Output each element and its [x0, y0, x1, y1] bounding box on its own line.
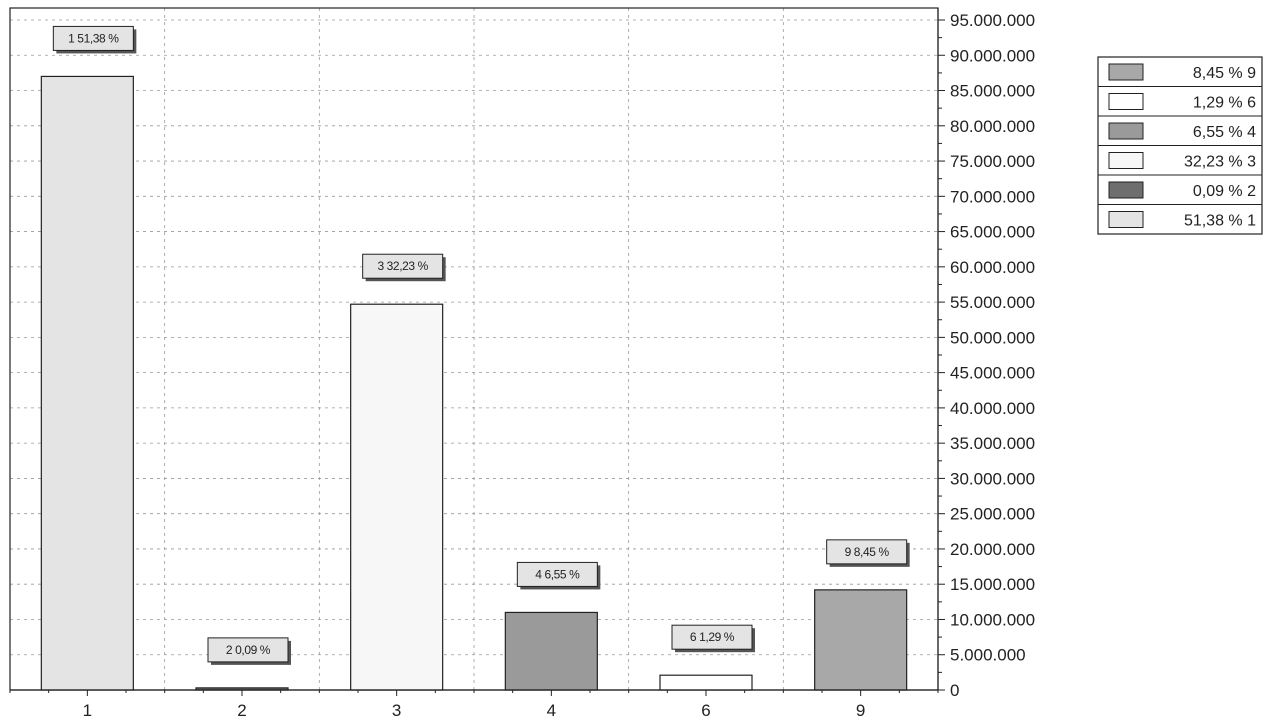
y-tick-label: 20.000.000 — [950, 540, 1035, 559]
data-label-text: 9 8,45 % — [845, 545, 890, 559]
data-label-4: 4 6,55 % — [516, 561, 601, 590]
legend-item: 8,45 % 9 — [1108, 63, 1256, 82]
y-tick-label: 25.000.000 — [950, 505, 1035, 524]
bar-1 — [40, 75, 134, 691]
y-tick-label: 95.000.000 — [950, 11, 1035, 30]
legend-swatch — [1108, 152, 1144, 169]
legend-swatch — [1108, 211, 1144, 228]
y-tick-label: 80.000.000 — [950, 117, 1035, 136]
legend-item: 32,23 % 3 — [1098, 145, 1262, 171]
y-tick-label: 50.000.000 — [950, 328, 1035, 347]
x-tick-label: 4 — [547, 701, 556, 720]
bar-9 — [814, 589, 908, 691]
y-tick-label: 45.000.000 — [950, 364, 1035, 383]
data-label-box — [362, 253, 444, 279]
y-tick-label: 70.000.000 — [950, 187, 1035, 206]
data-label-text: 3 32,23 % — [377, 259, 428, 273]
legend-item: 6,55 % 4 — [1098, 115, 1262, 141]
legend-label: 1,29 % 6 — [1193, 95, 1256, 112]
x-tick-label: 9 — [856, 701, 865, 720]
x-axis: 1 2 3 4 6 9 — [9, 689, 939, 720]
data-label-3: 3 32,23 % — [362, 253, 446, 282]
y-tick-label: 65.000.000 — [950, 223, 1035, 242]
y-tick-label: 40.000.000 — [950, 399, 1035, 418]
legend-swatch — [1108, 63, 1144, 81]
legend-label: 6,55 % 4 — [1193, 124, 1256, 141]
data-label-box — [826, 539, 908, 565]
y-tick-label: 90.000.000 — [950, 46, 1035, 65]
legend-swatch — [1108, 181, 1144, 199]
y-tick-label: 15.000.000 — [950, 575, 1035, 594]
x-tick-label: 2 — [237, 701, 246, 720]
x-tick-label: 6 — [701, 701, 710, 720]
y-tick-label: 55.000.000 — [950, 293, 1035, 312]
legend-label: 8,45 % 9 — [1193, 65, 1256, 82]
y-tick-label: 10.000.000 — [950, 610, 1035, 629]
bar-3 — [350, 303, 444, 691]
legend-item: 0,09 % 2 — [1098, 174, 1262, 200]
data-label-text: 2 0,09 % — [226, 643, 271, 657]
y-tick-label: 0 — [950, 681, 959, 700]
data-label-box — [671, 624, 753, 650]
legend-swatch — [1108, 93, 1144, 110]
data-labels: 1 51,38 % 2 0,09 % 3 32,23 % 4 6,55 % 6 1,29… — [52, 25, 910, 665]
y-tick-label: 5.000.000 — [950, 646, 1026, 665]
data-label-box — [52, 25, 134, 51]
gridlines — [10, 8, 938, 690]
legend: 8,45 % 9 1,29 % 6 6,55 % 4 32,23 % 3 0,09 % … — [1097, 56, 1263, 235]
data-label-1: 1 51,38 % — [52, 25, 137, 54]
y-axis: 0 5.000.000 10.000.000 15.000.000 20.000.000… — [937, 8, 1035, 700]
data-label-text: 1 51,38 % — [68, 31, 119, 45]
data-label-box — [207, 637, 289, 663]
bar-4 — [504, 611, 598, 691]
data-label-text: 4 6,55 % — [535, 567, 580, 581]
y-tick-label: 30.000.000 — [950, 469, 1035, 488]
y-tick-label: 75.000.000 — [950, 152, 1035, 171]
y-tick-label: 60.000.000 — [950, 258, 1035, 277]
y-tick-label: 35.000.000 — [950, 434, 1035, 453]
x-tick-label: 3 — [392, 701, 401, 720]
y-tick-label: 85.000.000 — [950, 82, 1035, 101]
legend-label: 32,23 % 3 — [1184, 154, 1256, 171]
data-label-box — [516, 561, 598, 587]
data-label-2: 2 0,09 % — [207, 637, 291, 665]
bar-series — [40, 75, 908, 691]
data-label-text: 6 1,29 % — [690, 630, 735, 644]
legend-swatch — [1108, 122, 1144, 140]
legend-label: 51,38 % 1 — [1184, 213, 1256, 230]
data-label-6: 6 1,29 % — [671, 624, 755, 653]
bar-6 — [659, 674, 753, 691]
data-label-9: 9 8,45 % — [826, 539, 910, 567]
legend-label: 0,09 % 2 — [1193, 183, 1256, 200]
legend-item: 51,38 % 1 — [1098, 204, 1262, 230]
x-tick-label: 1 — [83, 701, 92, 720]
legend-item: 1,29 % 6 — [1098, 86, 1262, 112]
